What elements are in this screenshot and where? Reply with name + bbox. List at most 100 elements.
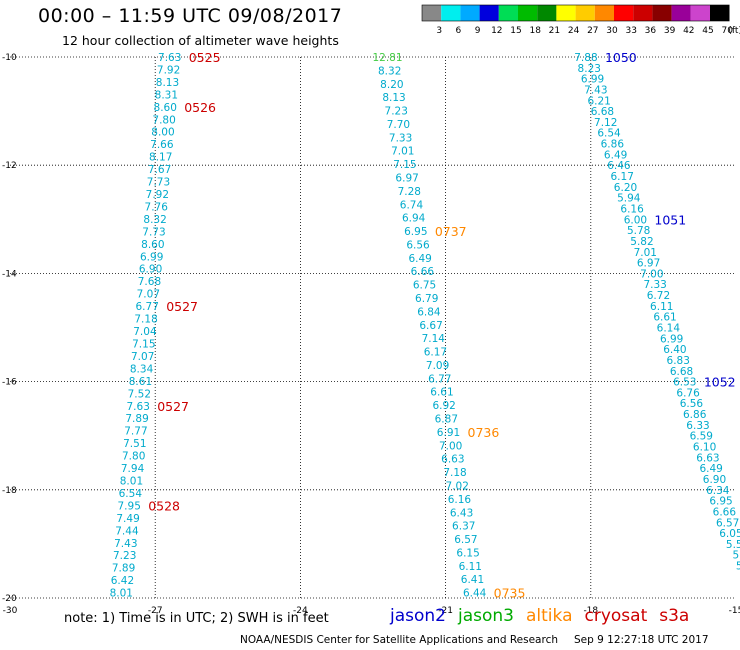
- pass-time-label: 0528: [148, 498, 180, 513]
- wave-height-value: 6.42: [111, 575, 134, 587]
- wave-height-value: 8.23: [578, 63, 601, 75]
- wave-height-value: 7.95: [118, 500, 141, 512]
- x-tick-label: -21: [438, 606, 453, 616]
- wave-height-value: 7.09: [426, 360, 449, 372]
- wave-height-value: 6.66: [411, 266, 435, 278]
- legend: jason2 jason3 altika cryosat s3a: [390, 606, 701, 626]
- wave-height-value: 6.97: [395, 173, 418, 185]
- wave-height-value: 6.61: [653, 312, 676, 324]
- wave-height-value: 6.43: [450, 507, 473, 519]
- wave-height-value: 5.: [733, 550, 740, 562]
- pass-time-label: 1052: [704, 375, 736, 390]
- wave-height-value: 6.72: [647, 290, 670, 302]
- wave-height-value: 8.34: [130, 363, 154, 375]
- wave-height-value: 8.31: [155, 89, 178, 101]
- pass-time-label: 0527: [157, 399, 189, 414]
- wave-height-value: 6.56: [680, 398, 704, 410]
- wave-height-value: 12.81: [372, 52, 402, 64]
- wave-height-value: 6.66: [713, 506, 737, 518]
- pass-time-label: 0525: [189, 50, 221, 65]
- pass-time-label: 1050: [605, 50, 637, 65]
- y-tick-label: -14: [2, 269, 17, 279]
- wave-height-value: 6.83: [667, 355, 690, 367]
- wave-height-value: 6.97: [637, 258, 660, 270]
- y-tick-label: -20: [2, 594, 17, 604]
- wave-height-value: 7.52: [128, 388, 151, 400]
- wave-height-value: 7.12: [594, 117, 617, 129]
- wave-height-value: 6.15: [456, 547, 479, 559]
- wave-height-value: 7.43: [584, 84, 607, 96]
- wave-height-value: 6.59: [690, 431, 713, 443]
- wave-height-value: 5.: [736, 561, 740, 573]
- wave-height-value: 7.14: [422, 333, 446, 345]
- wave-height-value: 6.99: [660, 333, 683, 345]
- wave-height-value: 6.11: [459, 561, 482, 573]
- wave-height-value: 7.23: [385, 106, 408, 118]
- wave-height-value: 6.95: [709, 496, 732, 508]
- legend-entry-altika: altika: [526, 606, 573, 626]
- wave-height-value: 6.49: [408, 253, 431, 265]
- wave-height-value: 8.60: [154, 102, 177, 114]
- wave-height-value: 8.32: [378, 65, 401, 77]
- wave-height-value: 6.67: [419, 320, 442, 332]
- wave-height-value: 6.68: [591, 106, 614, 118]
- wave-height-value: 7.23: [113, 550, 136, 562]
- pass-time-label: 0737: [435, 224, 467, 239]
- wave-height-value: 5.82: [630, 236, 653, 248]
- wave-height-value: 7.67: [148, 164, 171, 176]
- wave-height-value: 6.49: [604, 149, 627, 161]
- wave-height-value: 7.89: [125, 413, 148, 425]
- wave-height-value: 6.53: [673, 377, 696, 389]
- altimeter-track: 7.888.236.997.436.216.687.126.546.866.49…: [574, 50, 740, 573]
- wave-height-value: 6.44: [463, 588, 487, 600]
- wave-height-value: 7.73: [147, 177, 170, 189]
- wave-height-value: 7.63: [158, 52, 181, 64]
- wave-height-value: 6.87: [435, 414, 458, 426]
- wave-height-value: 6.16: [448, 494, 472, 506]
- pass-time-label: 0526: [184, 100, 216, 115]
- wave-height-value: 7.28: [398, 186, 421, 198]
- wave-height-value: 6.77: [428, 373, 451, 385]
- wave-height-value: 6.95: [404, 226, 427, 238]
- wave-height-value: 6.56: [406, 239, 430, 251]
- wave-height-value: 7.33: [389, 132, 412, 144]
- wave-height-value: 6.37: [452, 521, 475, 533]
- credit-line: NOAA/NESDIS Center for Satellite Applica…: [240, 634, 709, 646]
- y-tick-label: -10: [2, 53, 17, 63]
- wave-height-value: 8.01: [120, 475, 143, 487]
- wave-height-value: 6.79: [415, 293, 438, 305]
- wave-height-value: 6.46: [607, 160, 631, 172]
- x-tick-label: -15: [729, 606, 740, 616]
- wave-height-value: 6.16: [620, 203, 644, 215]
- y-tick-label: -16: [2, 378, 17, 388]
- wave-height-value: 7.94: [121, 463, 145, 475]
- wave-height-value: 6.99: [581, 74, 604, 86]
- generated-timestamp: Sep 9 12:27:18 UTC 2017: [574, 634, 709, 646]
- wave-height-value: 6.99: [140, 251, 163, 263]
- wave-height-value: 7.44: [115, 525, 139, 537]
- wave-height-value: 6.91: [437, 427, 460, 439]
- wave-height-value: 6.41: [461, 574, 484, 586]
- wave-height-value: 7.01: [634, 247, 657, 259]
- wave-height-value: 8.32: [143, 214, 166, 226]
- pass-time-label: 0735: [494, 586, 526, 601]
- agency-credit: NOAA/NESDIS Center for Satellite Applica…: [240, 634, 558, 646]
- wave-height-value: 6.10: [693, 442, 716, 454]
- wave-height-value: 6.33: [686, 420, 709, 432]
- wave-height-value: 6.20: [614, 182, 637, 194]
- wave-height-value: 7.07: [137, 289, 160, 301]
- wave-height-value: 7.18: [443, 467, 466, 479]
- y-tick-label: -18: [2, 486, 17, 496]
- wave-height-value: 6.34: [706, 485, 730, 497]
- wave-height-value: 6.57: [716, 517, 739, 529]
- wave-height-value: 7.70: [387, 119, 410, 131]
- wave-height-value: 6.90: [703, 474, 726, 486]
- wave-height-value: 6.05: [719, 528, 740, 540]
- wave-height-value: 7.92: [157, 64, 180, 76]
- wave-height-value: 6.00: [624, 214, 647, 226]
- altimeter-track: 12.818.32 8.208.13 7.237.707.33 7.017.15 6.9…: [372, 52, 525, 601]
- wave-height-value: 6.90: [139, 264, 162, 276]
- wave-height-value: 7.18: [134, 314, 157, 326]
- wave-height-value: 6.76: [676, 387, 700, 399]
